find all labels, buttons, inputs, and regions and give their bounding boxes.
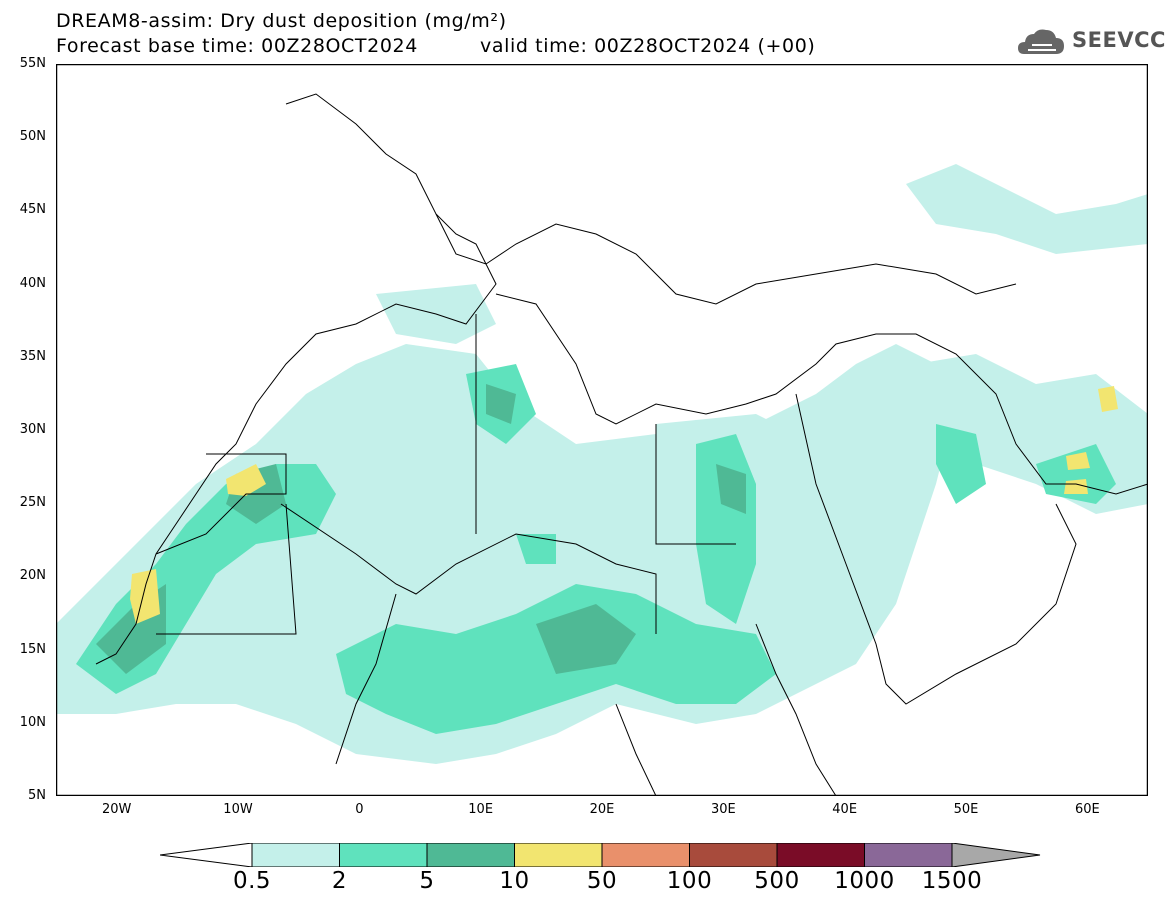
lat-label: 55N — [19, 56, 46, 71]
legend-swatch — [514, 843, 603, 867]
legend-label: 50 — [586, 868, 618, 894]
lat-label: 50N — [19, 129, 46, 145]
color-legend — [160, 843, 1041, 867]
lat-label: 25N — [19, 495, 46, 511]
legend-label: 100 — [666, 868, 713, 894]
legend-swatch — [426, 843, 515, 867]
lat-label: 20N — [19, 568, 46, 584]
legend-swatch — [864, 843, 953, 867]
lat-label: 30N — [19, 422, 46, 437]
lon-label: 10W — [223, 802, 253, 817]
legend-label: 5 — [419, 868, 435, 894]
lat-label: 10N — [19, 714, 46, 730]
legend-low-arrow — [160, 843, 253, 867]
lon-label: 40E — [832, 802, 858, 817]
lon-label: 0 — [355, 802, 364, 817]
forecast-base-time: Forecast base time: 00Z28OCT2024 — [56, 35, 418, 57]
legend-label: 0.5 — [232, 868, 272, 894]
lat-label: 5N — [28, 788, 46, 803]
lat-label: 40N — [19, 275, 46, 291]
lat-label: 45N — [19, 202, 46, 218]
coastlines-borders — [95, 93, 1148, 796]
lon-label: 20W — [101, 802, 132, 817]
lon-label: 20E — [589, 802, 615, 817]
legend-swatch — [689, 843, 778, 867]
map-title: DREAM8-assim: Dry dust deposition (mg/m²… — [56, 10, 507, 32]
lat-label: 35N — [19, 348, 46, 364]
legend-label: 1500 — [921, 868, 983, 894]
legend-swatch — [776, 843, 865, 867]
valid-time: valid time: 00Z28OCT2024 (+00) — [480, 35, 816, 57]
lon-label: 60E — [1074, 802, 1100, 817]
lon-label: 10E — [468, 802, 494, 817]
cloud-icon — [1018, 29, 1064, 54]
lon-label: 50E — [953, 802, 979, 817]
legend-high-arrow — [951, 843, 1041, 867]
legend-label: 10 — [499, 868, 530, 894]
lat-label: 15N — [19, 641, 46, 657]
legend-label: 1000 — [834, 868, 895, 894]
legend-swatch — [601, 843, 690, 867]
legend-label: 500 — [754, 868, 800, 894]
legend-swatch — [251, 843, 340, 867]
lon-label: 30E — [710, 802, 736, 817]
legend-label: 2 — [331, 868, 348, 894]
dust-deposition-map — [56, 64, 1148, 796]
logo-text: SEEVCCC — [1072, 28, 1165, 52]
legend-swatch — [339, 843, 428, 867]
